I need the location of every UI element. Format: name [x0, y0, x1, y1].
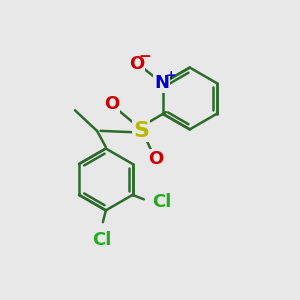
- Text: Cl: Cl: [92, 231, 111, 249]
- Text: Cl: Cl: [152, 193, 171, 211]
- Text: O: O: [148, 150, 164, 168]
- Text: N: N: [154, 74, 169, 92]
- Text: O: O: [104, 95, 119, 113]
- Text: S: S: [133, 121, 149, 141]
- Text: O: O: [129, 55, 144, 73]
- Text: −: −: [138, 49, 151, 64]
- Text: +: +: [166, 69, 176, 82]
